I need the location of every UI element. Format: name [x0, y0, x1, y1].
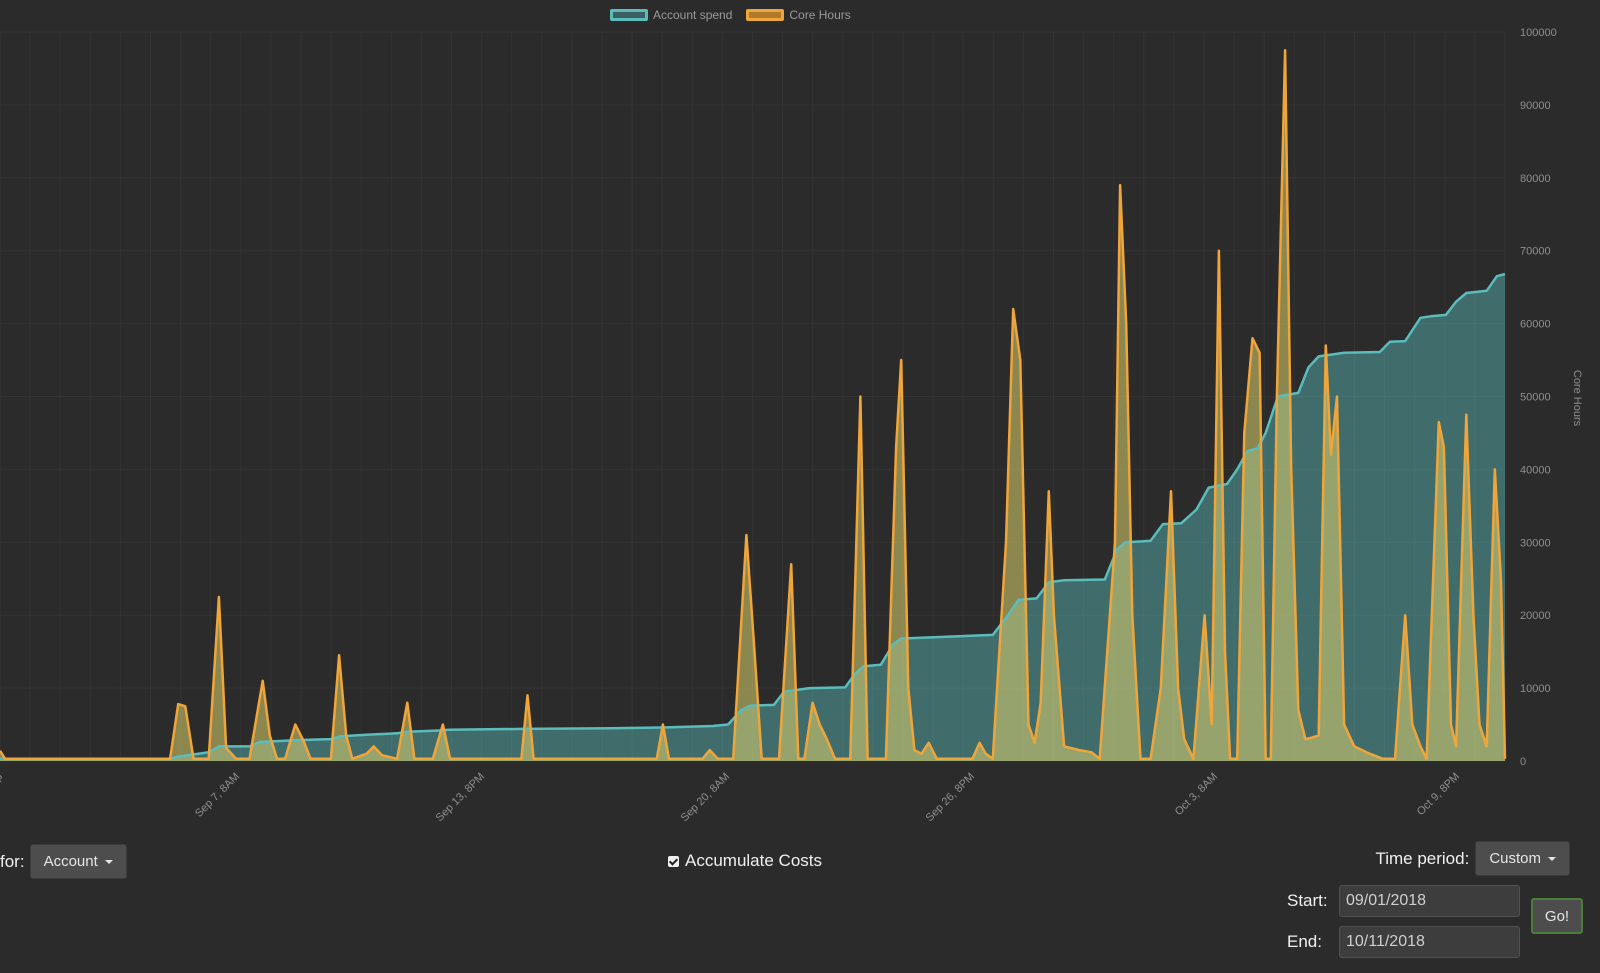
legend-item-account-spend[interactable]: Account spend: [610, 8, 732, 22]
y-tick-label: 40000: [1520, 464, 1551, 476]
time-period-label: Time period:: [1375, 848, 1470, 868]
end-date-row: End:: [1287, 926, 1520, 958]
series-area-core-hours: [0, 50, 1505, 761]
x-tick-label: Oct 3, 8AM: [1173, 771, 1220, 818]
accumulate-label: Accumulate Costs: [685, 851, 822, 870]
legend-swatch-core-hours: [746, 9, 785, 21]
y-tick-label: 20000: [1520, 610, 1551, 622]
time-period-control: Time period: Custom: [1375, 841, 1570, 876]
legend-label-account-spend: Account spend: [653, 8, 733, 22]
y-tick-label: 50000: [1520, 392, 1551, 404]
x-tick-label: Sep 20, 8AM: [679, 771, 732, 824]
series-line-core-hours: [0, 48, 1507, 761]
y-tick-label: 30000: [1520, 537, 1551, 549]
x-tick-label: Oct 9, 8PM: [1415, 771, 1462, 818]
chart-legend: Account spend Core Hours: [610, 8, 857, 22]
end-label: End:: [1287, 932, 1322, 951]
start-date-row: Start:: [1287, 885, 1520, 917]
x-tick-label-partial: Sep: [0, 771, 5, 793]
y-tick-label: 60000: [1520, 319, 1551, 331]
go-button[interactable]: Go!: [1531, 898, 1583, 934]
accumulate-costs-control[interactable]: Accumulate Costs: [668, 851, 822, 871]
for-label: for:: [0, 851, 25, 871]
y-tick-label: 0: [1520, 756, 1526, 768]
y-axis-title: Core Hours: [1571, 370, 1583, 427]
legend-item-core-hours[interactable]: Core Hours: [746, 8, 851, 22]
go-button-label: Go!: [1544, 907, 1570, 925]
y-tick-label: 70000: [1520, 246, 1551, 258]
legend-swatch-account-spend: [610, 9, 648, 21]
group-by-control: for: Account: [0, 844, 127, 879]
account-dropdown-label: Account: [43, 853, 98, 870]
caret-down-icon: [1548, 856, 1556, 861]
custom-dropdown-button[interactable]: Custom: [1475, 841, 1570, 876]
y-tick-label: 10000: [1520, 683, 1551, 695]
series-line-account-spend: [0, 272, 1506, 761]
y-tick-label: 100000: [1520, 27, 1557, 39]
x-tick-label: Sep 7, 8AM: [193, 771, 242, 820]
start-date-input[interactable]: [1339, 885, 1520, 917]
y-tick-label: 90000: [1520, 100, 1551, 112]
custom-dropdown-label: Custom: [1489, 850, 1541, 867]
x-tick-label: Sep 26, 8PM: [924, 771, 977, 824]
caret-down-icon: [104, 859, 113, 864]
legend-label-core-hours: Core Hours: [789, 8, 851, 22]
x-tick-label: Sep 13, 8PM: [434, 771, 487, 824]
end-date-input[interactable]: [1339, 926, 1520, 958]
y-tick-label: 80000: [1520, 173, 1551, 185]
account-dropdown-button[interactable]: Account: [29, 844, 127, 879]
start-label: Start:: [1287, 891, 1328, 910]
accumulate-checkbox[interactable]: [668, 855, 679, 867]
